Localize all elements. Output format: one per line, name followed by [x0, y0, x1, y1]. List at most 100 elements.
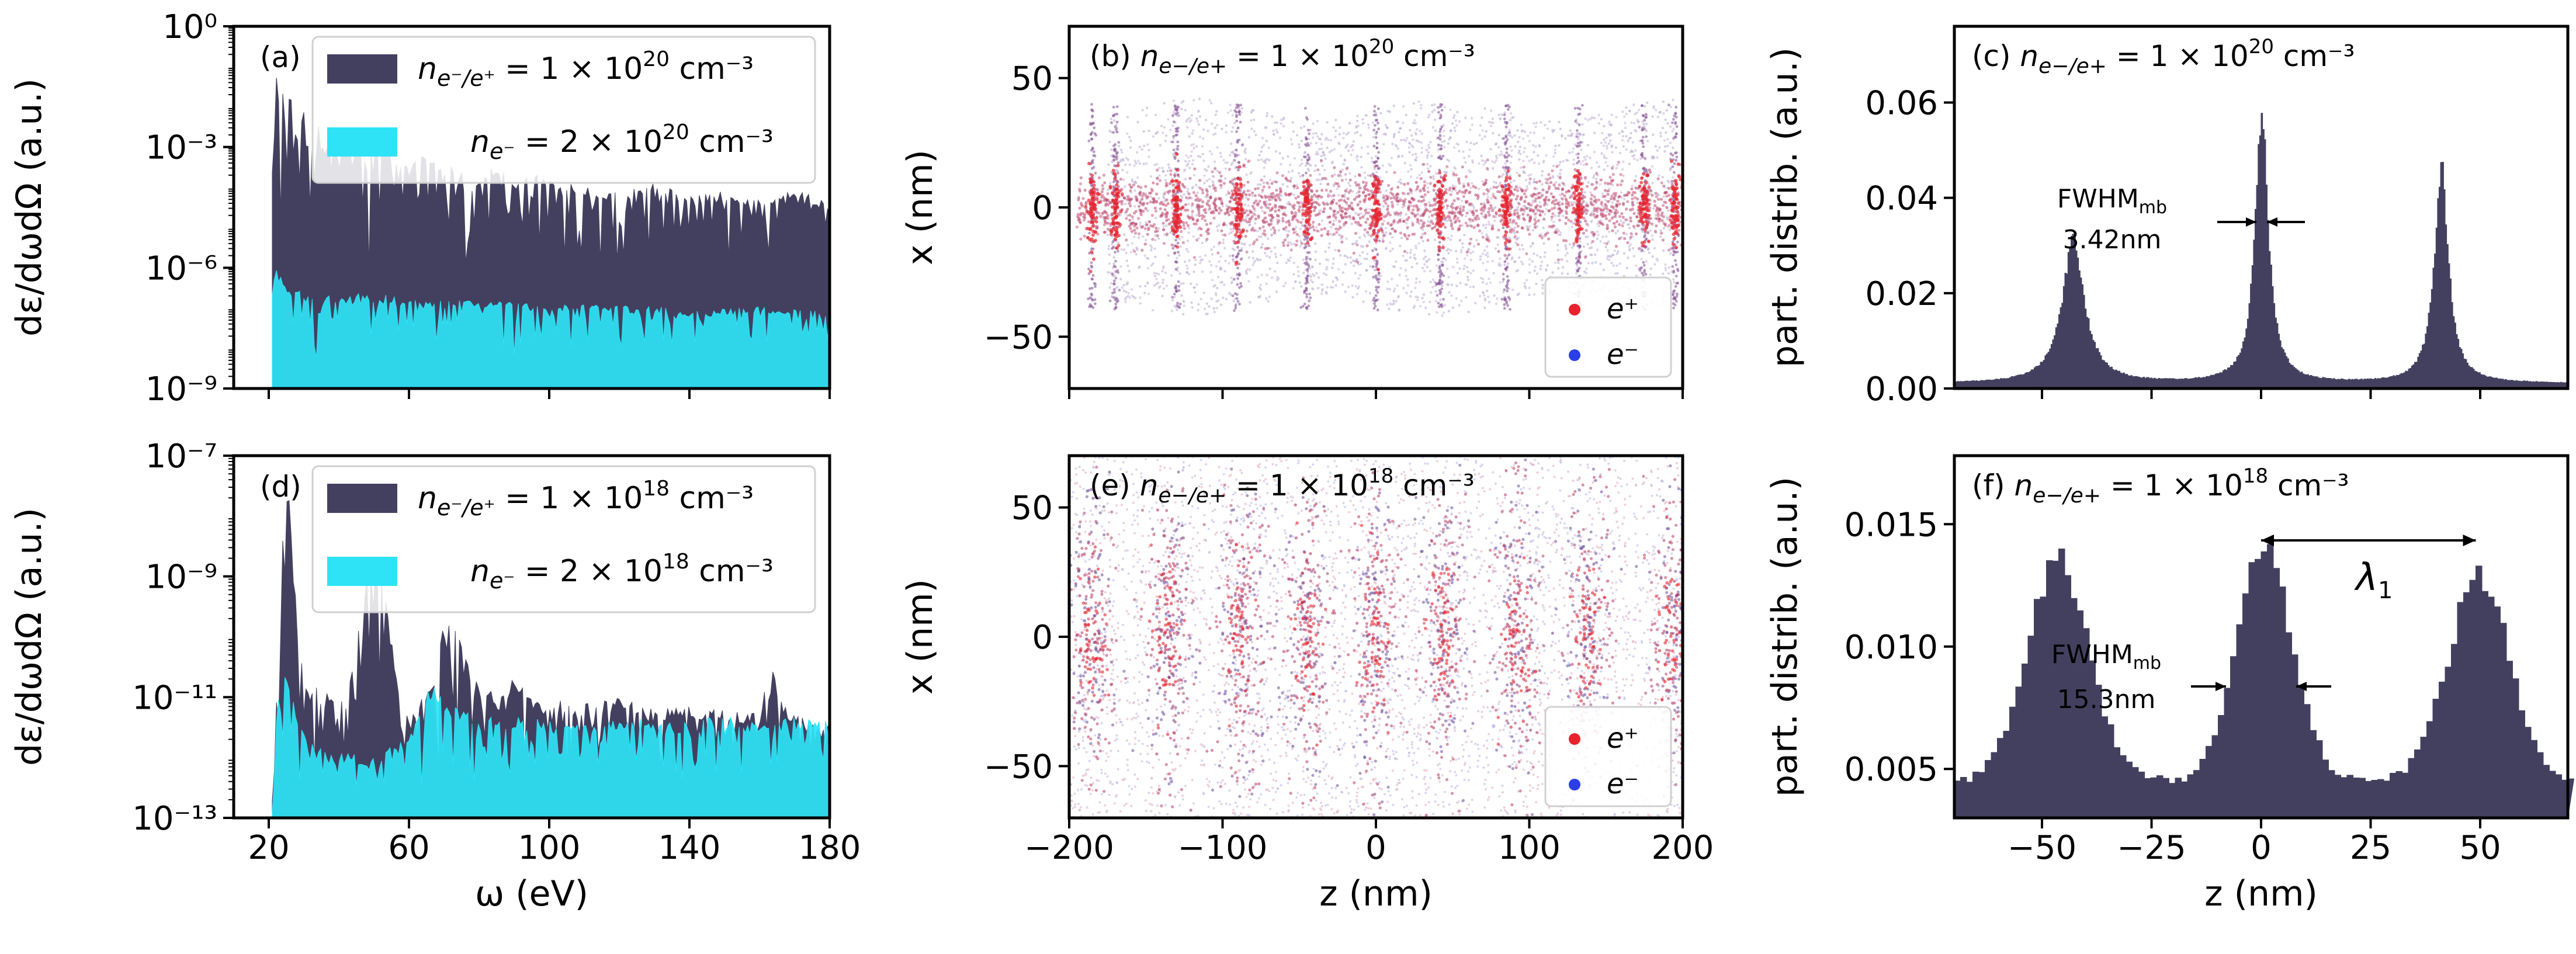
particle: [1138, 145, 1142, 148]
particle: [1142, 235, 1145, 238]
particle: [1440, 303, 1443, 306]
particle: [1524, 286, 1527, 289]
particle: [1433, 207, 1437, 211]
particle: [1208, 185, 1212, 188]
particle: [1445, 171, 1448, 174]
particle: [1197, 303, 1200, 306]
particle: [1420, 132, 1424, 135]
particle: [1420, 235, 1423, 239]
particle: [1594, 253, 1597, 256]
particle: [1334, 227, 1338, 231]
particle: [1502, 173, 1505, 176]
particle: [1187, 227, 1191, 230]
particle: [1621, 202, 1625, 205]
particle: [1451, 227, 1454, 231]
particle: [1303, 303, 1306, 306]
particle: [1520, 244, 1524, 247]
particle: [1298, 143, 1301, 146]
particle: [1253, 187, 1257, 190]
particle: [1326, 182, 1330, 186]
particle: [1554, 186, 1558, 190]
particle: [1173, 251, 1177, 255]
particle: [1428, 313, 1431, 316]
particle: [1280, 118, 1283, 122]
particle: [1382, 133, 1385, 136]
particle: [1153, 275, 1157, 277]
particle: [1651, 165, 1654, 168]
particle: [1296, 265, 1299, 269]
particle: [1567, 134, 1570, 137]
particle: [1311, 280, 1314, 284]
particle: [1486, 192, 1489, 196]
particle: [1504, 247, 1507, 250]
particle: [1330, 149, 1333, 152]
particle: [1449, 130, 1452, 133]
particle: [1538, 179, 1541, 183]
particle: [1156, 234, 1159, 238]
particle: [1651, 115, 1654, 118]
particle: [1300, 139, 1303, 143]
particle: [1672, 270, 1676, 274]
particle: [1509, 119, 1512, 122]
particle: [1180, 282, 1183, 285]
particle: [1306, 251, 1309, 254]
particle: [1133, 164, 1136, 167]
particle: [1542, 242, 1545, 245]
particle: [1502, 166, 1505, 169]
particle: [1350, 261, 1353, 264]
particle: [1235, 293, 1239, 296]
particle: [1237, 262, 1241, 266]
particle: [1674, 300, 1678, 303]
particle: [1539, 255, 1542, 259]
particle: [1442, 257, 1445, 260]
particle: [1168, 182, 1171, 185]
particle: [1201, 188, 1204, 192]
particle: [1520, 260, 1523, 263]
particle: [1281, 213, 1285, 216]
particle: [1356, 261, 1360, 264]
particle: [1162, 131, 1164, 134]
particle: [1427, 151, 1430, 154]
particle: [1208, 207, 1212, 210]
particle: [1656, 217, 1659, 221]
particle: [1528, 159, 1531, 162]
particle: [1229, 228, 1232, 231]
particle: [1438, 279, 1442, 282]
particle: [1337, 268, 1340, 271]
particle: [1653, 247, 1656, 250]
particle: [1449, 136, 1452, 139]
particle: [1585, 162, 1589, 166]
particle: [1509, 161, 1512, 164]
particle: [1448, 186, 1452, 190]
particle: [1190, 144, 1193, 147]
particle: [1411, 223, 1414, 226]
particle: [1345, 166, 1348, 171]
particle: [1342, 137, 1345, 140]
particle: [1488, 300, 1491, 304]
particle: [1194, 259, 1197, 262]
particle: [1332, 280, 1334, 283]
particle: [1135, 222, 1138, 226]
particle: [1533, 131, 1535, 134]
particle: [1229, 293, 1232, 296]
particle: [1541, 183, 1544, 186]
particle: [1374, 124, 1377, 127]
particle: [1603, 138, 1606, 141]
particle: [1351, 259, 1354, 262]
particle: [1276, 131, 1279, 134]
particle: [1521, 129, 1524, 132]
particle: [1352, 140, 1355, 143]
particle: [1392, 104, 1396, 107]
particle: [1553, 202, 1556, 206]
particle: [1621, 168, 1624, 171]
particle: [1268, 295, 1271, 299]
particle: [1360, 155, 1362, 158]
particle: [1364, 211, 1368, 214]
particle: [1503, 154, 1506, 158]
particle: [1109, 201, 1112, 204]
particle: [1343, 159, 1346, 162]
particle: [1629, 136, 1632, 140]
particle: [1505, 285, 1509, 288]
particle: [1208, 178, 1211, 181]
particle: [1534, 125, 1537, 129]
